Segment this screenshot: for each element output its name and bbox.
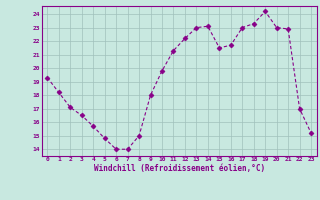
X-axis label: Windchill (Refroidissement éolien,°C): Windchill (Refroidissement éolien,°C): [94, 164, 265, 173]
